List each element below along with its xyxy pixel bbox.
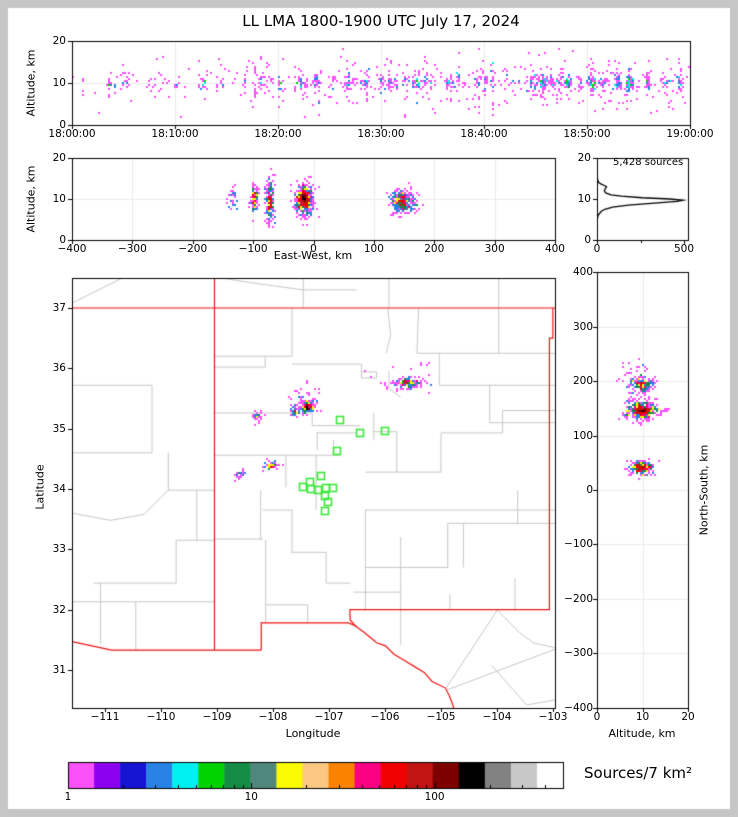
ew-axis-tick-label: 0: [310, 243, 317, 255]
figure-title: LL LMA 1800-1900 UTC July 17, 2024: [242, 12, 520, 30]
colorbar-label: Sources/7 km²: [584, 764, 693, 782]
latitude-tick-label: 31: [52, 663, 66, 676]
time-panel-y-axis-label: Altitude, km: [24, 49, 38, 117]
longitude-tick-label: −109: [202, 711, 232, 723]
longitude-tick-label: −107: [314, 711, 344, 723]
longitude-tick-label: −104: [482, 711, 512, 723]
hist-altitude-tick-label: 20: [577, 151, 591, 164]
ew-axis-tick-label: −200: [178, 243, 208, 255]
ns-altitude-tick-label: 20: [681, 711, 695, 723]
colorbar-tick-label: 1: [64, 791, 72, 803]
latitude-tick-label: 37: [52, 301, 66, 314]
time-axis-tick-label: 18:10:00: [151, 128, 199, 140]
longitude-tick-label: −106: [370, 711, 400, 723]
ns-distance-tick-label: 100: [572, 429, 593, 442]
altitude-axis-tick-label: 0: [59, 118, 66, 131]
ew-axis-tick-label: 300: [484, 243, 505, 255]
ns-distance-tick-label: −300: [564, 646, 593, 659]
longitude-tick-label: −105: [426, 711, 456, 723]
ew-axis-tick-label: 100: [363, 243, 384, 255]
ew-axis-tick-label: −100: [238, 243, 268, 255]
latitude-tick-label: 32: [52, 603, 66, 616]
time-axis-tick-label: 18:50:00: [563, 128, 611, 140]
latitude-tick-label: 34: [52, 482, 66, 495]
altitude-axis-tick-label: 20: [52, 151, 66, 164]
longitude-tick-label: −111: [90, 711, 120, 723]
ew-panel-x-axis-label: East-West, km: [273, 249, 353, 262]
longitude-tick-label: −103: [538, 711, 568, 723]
ns-panel-x-axis-label: Altitude, km: [608, 727, 676, 740]
ns-distance-tick-label: −100: [564, 538, 593, 551]
ew-axis-tick-label: −300: [117, 243, 147, 255]
latitude-tick-label: 33: [52, 543, 66, 556]
ns-distance-tick-label: −400: [564, 701, 593, 714]
ew-axis-tick-label: 200: [424, 243, 445, 255]
ns-altitude-tick-label: 10: [635, 711, 650, 723]
hist-altitude-tick-label: 0: [584, 233, 591, 246]
ns-distance-tick-label: 0: [586, 483, 593, 496]
ns-distance-tick-label: 200: [572, 374, 593, 387]
longitude-tick-label: −110: [146, 711, 176, 723]
altitude-axis-tick-label: 10: [52, 76, 66, 89]
source-count-annotation: 5,428 sources: [613, 157, 684, 168]
time-axis-tick-label: 19:00:00: [666, 128, 714, 140]
altitude-axis-tick-label: 10: [52, 192, 66, 205]
ns-altitude-tick-label: 0: [593, 711, 601, 723]
hist-count-tick-label: 500: [673, 243, 695, 255]
time-axis-tick-label: 18:30:00: [357, 128, 405, 140]
longitude-tick-label: −108: [258, 711, 288, 723]
hist-count-tick-label: 0: [593, 243, 601, 255]
time-axis-tick-label: 18:40:00: [460, 128, 508, 140]
ns-distance-tick-label: 300: [572, 320, 593, 333]
latitude-tick-label: 36: [52, 362, 66, 375]
ns-distance-tick-label: −200: [564, 592, 593, 605]
hist-altitude-tick-label: 10: [577, 192, 591, 205]
map-y-axis-label: Latitude: [33, 464, 47, 510]
latitude-tick-label: 35: [52, 422, 66, 435]
colorbar-tick-label: 10: [244, 791, 258, 803]
altitude-axis-tick-label: 20: [52, 34, 66, 47]
map-x-axis-label: Longitude: [285, 727, 341, 740]
ew-axis-tick-label: 400: [544, 243, 565, 255]
ew-panel-y-axis-label: Altitude, km: [24, 165, 38, 233]
ns-distance-tick-label: 400: [572, 266, 593, 279]
time-axis-tick-label: 18:00:00: [48, 128, 96, 140]
time-axis-tick-label: 18:20:00: [254, 128, 302, 140]
ew-axis-tick-label: −400: [57, 243, 87, 255]
ns-panel-y-axis-label: North-South, km: [697, 444, 711, 536]
altitude-axis-tick-label: 0: [59, 233, 66, 246]
colorbar-tick-label: 100: [424, 791, 445, 803]
